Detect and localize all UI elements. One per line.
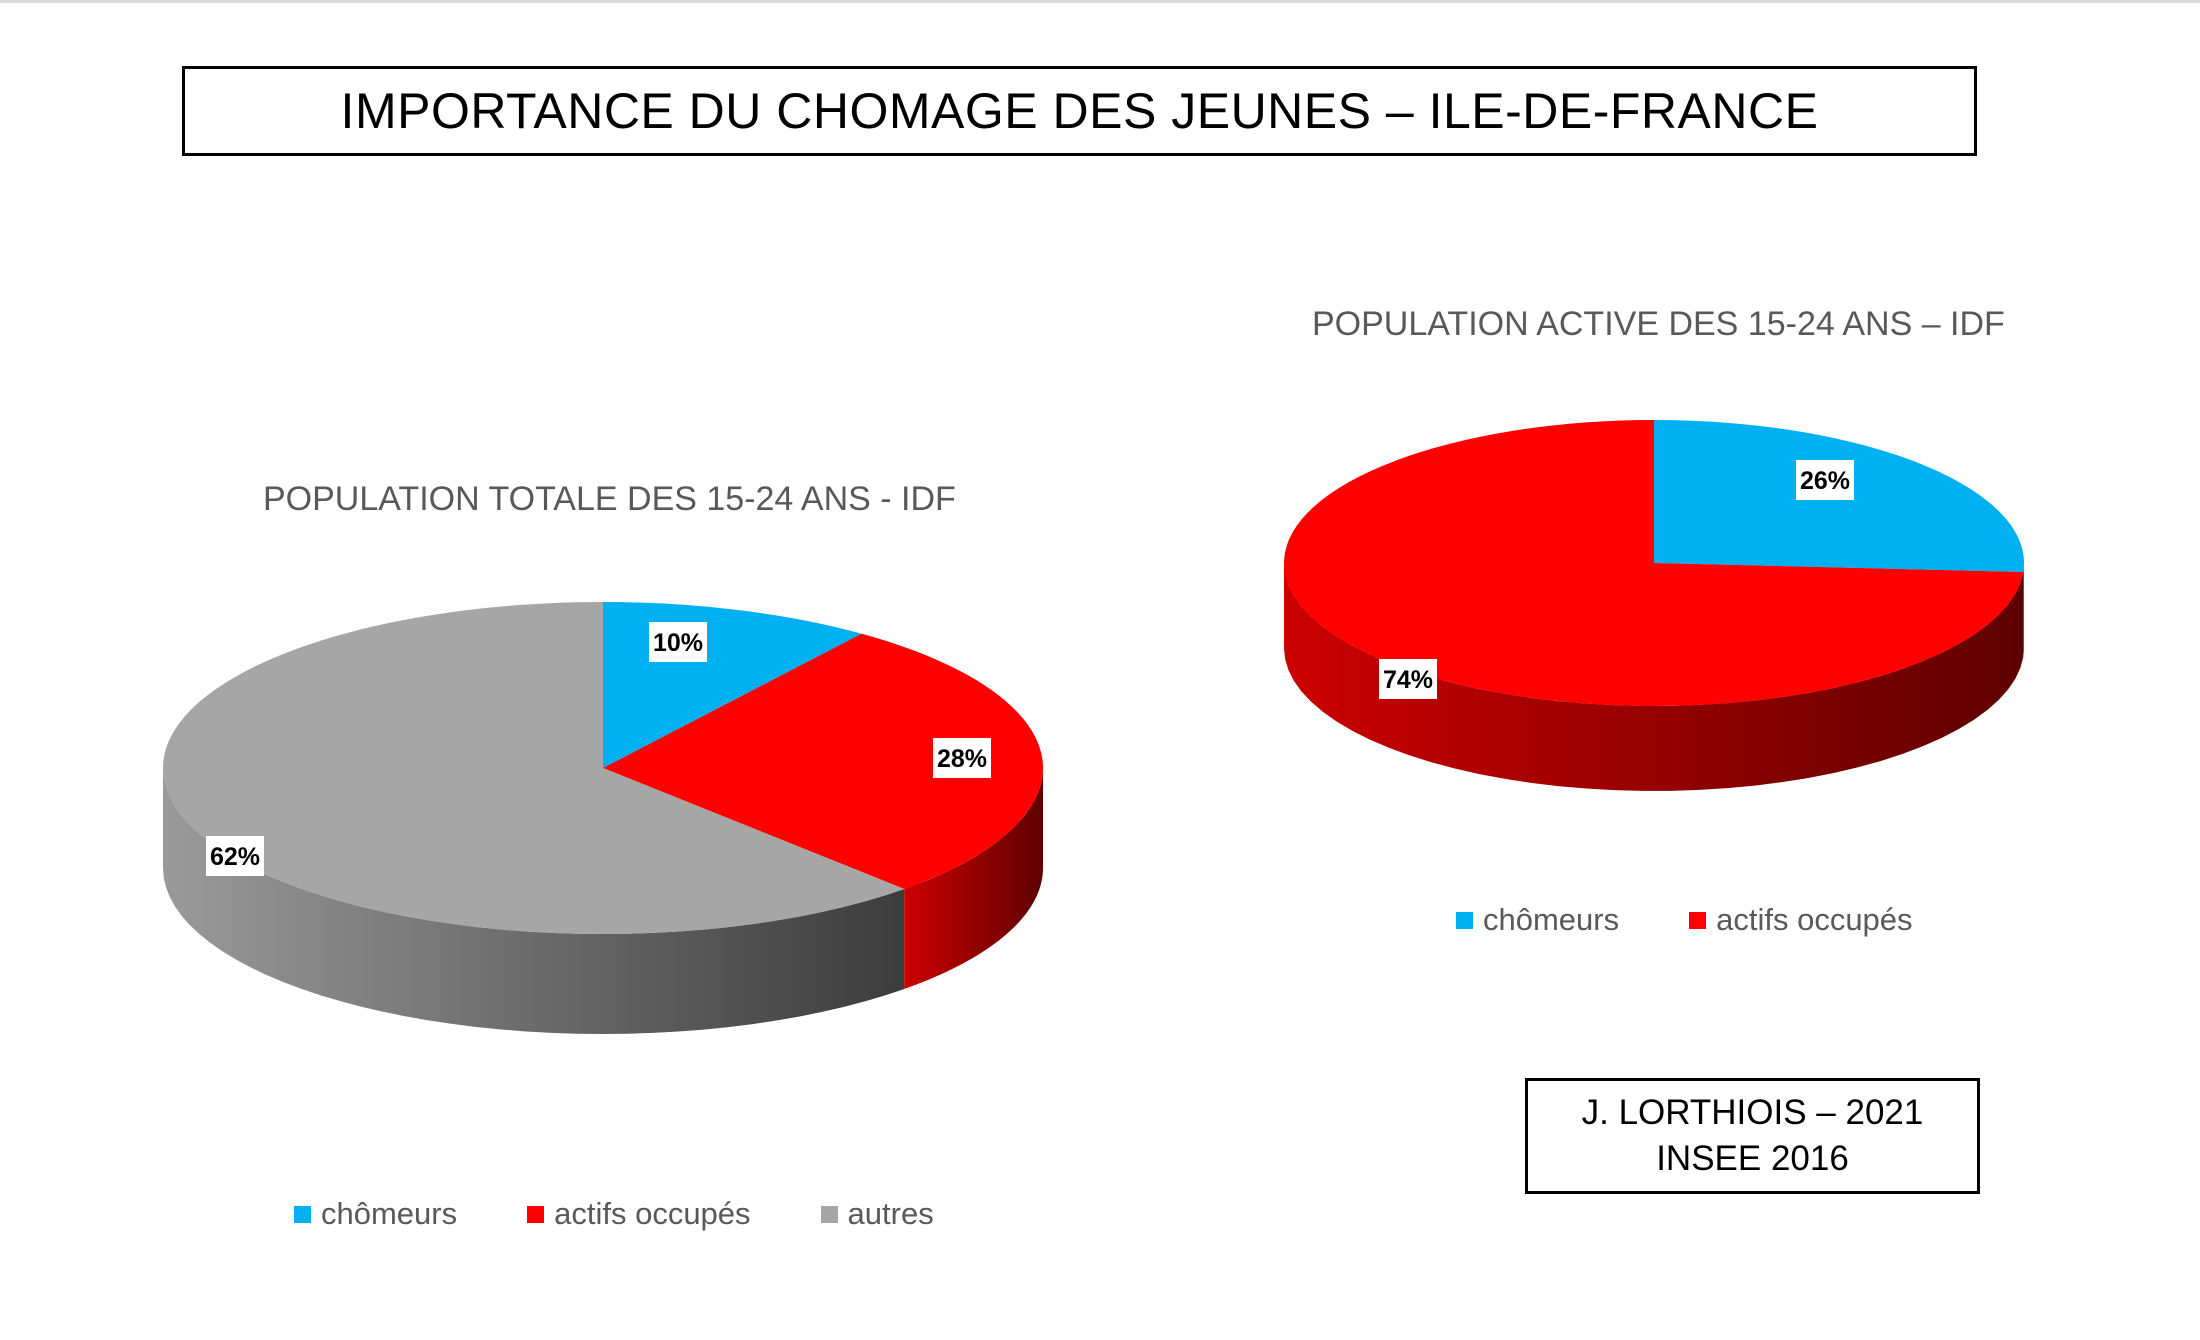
data-label-box-1 xyxy=(1379,659,1437,699)
data-label-box-2 xyxy=(206,836,264,876)
legend-item-actifs-occupes: actifs occupés xyxy=(527,1196,751,1232)
legend-label: actifs occupés xyxy=(554,1196,751,1231)
chart1-title: POPULATION TOTALE DES 15-24 ANS - IDF xyxy=(263,480,956,518)
pie-slice-1 xyxy=(1284,420,2024,706)
data-label-box-0 xyxy=(1796,460,1854,500)
legend-label: autres xyxy=(847,1196,934,1231)
legend-label: chômeurs xyxy=(1483,902,1620,937)
pie-slice-2 xyxy=(162,602,905,934)
pie-side-2 xyxy=(163,768,905,1034)
legend-swatch-blue xyxy=(294,1205,311,1223)
data-label-0: 10% xyxy=(653,629,703,657)
legend-swatch-gray xyxy=(820,1205,838,1223)
pie-slice-1 xyxy=(603,633,1043,890)
page-title: IMPORTANCE DU CHOMAGE DES JEUNES – ILE-D… xyxy=(182,66,1977,156)
data-label-box-0 xyxy=(649,622,707,662)
top-border xyxy=(0,0,2200,3)
data-label-box-1 xyxy=(933,738,991,778)
legend-swatch-red xyxy=(527,1205,545,1223)
chart1-legend: chômeurs actifs occupés autres xyxy=(294,1196,934,1232)
chart2-title: POPULATION ACTIVE DES 15-24 ANS – IDF xyxy=(1312,305,2005,343)
pie-side-0 xyxy=(2023,563,2024,657)
pie-chart-total: 10% 28% 62% xyxy=(162,602,1043,1034)
pie-side-1 xyxy=(1284,563,2024,791)
legend-item-chomeurs: chômeurs xyxy=(1456,902,1619,938)
data-label-1: 74% xyxy=(1383,666,1433,694)
legend-item-chomeurs: chômeurs xyxy=(294,1196,457,1232)
data-label-1: 28% xyxy=(937,745,987,773)
legend-item-actifs-occupes: actifs occupés xyxy=(1689,902,1913,938)
legend-swatch-blue xyxy=(1456,911,1473,929)
credit-source: INSEE 2016 xyxy=(1656,1139,1849,1178)
legend-label: chômeurs xyxy=(321,1196,458,1231)
credit-box: J. LORTHIOIS – 2021 INSEE 2016 xyxy=(1525,1078,1980,1194)
data-label-2: 62% xyxy=(210,843,260,871)
pie-chart-active: 26% 74% xyxy=(1284,420,2024,791)
legend-swatch-red xyxy=(1689,911,1707,929)
data-label-0: 26% xyxy=(1800,467,1850,495)
legend-item-autres: autres xyxy=(820,1196,934,1232)
pie-side-1 xyxy=(904,768,1043,990)
credit-author: J. LORTHIOIS – 2021 xyxy=(1581,1093,1924,1132)
legend-label: actifs occupés xyxy=(1716,902,1913,937)
chart2-legend: chômeurs actifs occupés xyxy=(1456,902,1913,938)
